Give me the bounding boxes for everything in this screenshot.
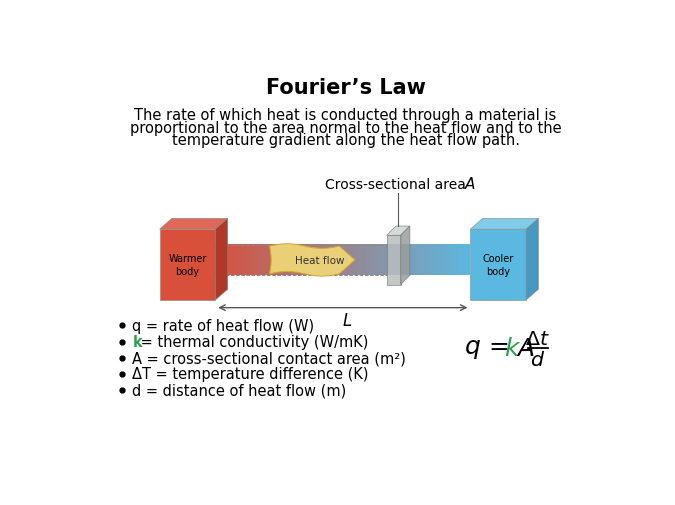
Text: d = distance of heat flow (m): d = distance of heat flow (m): [132, 383, 347, 398]
Text: $L$: $L$: [342, 311, 352, 329]
Text: proportional to the area normal to the heat flow and to the: proportional to the area normal to the h…: [130, 121, 562, 135]
Text: $\Delta t$: $\Delta t$: [525, 329, 550, 348]
Text: Heat flow: Heat flow: [295, 256, 345, 266]
Polygon shape: [387, 227, 410, 236]
Text: Cross-sectional area: Cross-sectional area: [325, 178, 470, 192]
Text: The rate of which heat is conducted through a material is: The rate of which heat is conducted thro…: [134, 108, 557, 123]
Text: $d$: $d$: [530, 350, 545, 369]
Text: A = cross-sectional contact area (m²): A = cross-sectional contact area (m²): [132, 350, 406, 366]
Text: q = rate of heat flow (W): q = rate of heat flow (W): [132, 318, 315, 333]
Polygon shape: [215, 219, 227, 300]
Text: k: k: [132, 334, 142, 349]
Text: Cooler
body: Cooler body: [483, 254, 514, 277]
Polygon shape: [159, 230, 215, 300]
Text: ΔT = temperature difference (K): ΔT = temperature difference (K): [132, 367, 369, 382]
Text: $A$: $A$: [464, 176, 477, 192]
Polygon shape: [470, 219, 539, 230]
Text: Warmer
body: Warmer body: [168, 254, 207, 277]
Polygon shape: [387, 236, 400, 285]
Polygon shape: [159, 219, 227, 230]
Polygon shape: [269, 244, 355, 277]
Text: $q\,=\,$: $q\,=\,$: [464, 337, 509, 361]
Text: $A$: $A$: [516, 337, 535, 361]
Polygon shape: [400, 227, 410, 285]
Text: $k$: $k$: [504, 337, 522, 361]
Polygon shape: [526, 219, 539, 300]
Text: Fourier’s Law: Fourier’s Law: [265, 77, 425, 97]
Polygon shape: [470, 230, 526, 300]
Text: = thermal conductivity (W/mK): = thermal conductivity (W/mK): [136, 334, 369, 349]
Text: temperature gradient along the heat flow path.: temperature gradient along the heat flow…: [171, 133, 520, 148]
